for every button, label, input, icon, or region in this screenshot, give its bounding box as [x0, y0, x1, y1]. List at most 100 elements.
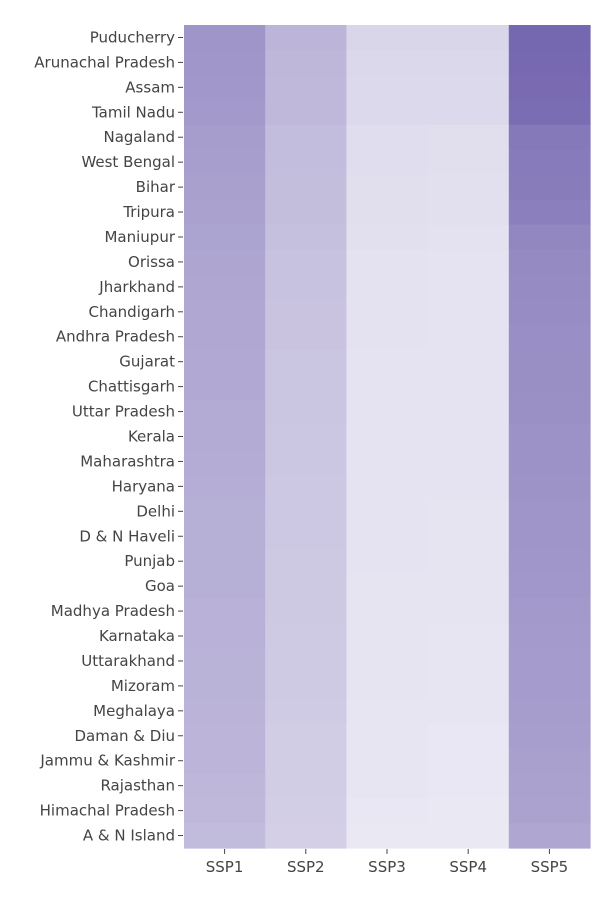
heatmap-cell — [184, 648, 266, 675]
heatmap-cell — [265, 124, 347, 151]
y-tick-label: Nagaland — [103, 128, 175, 146]
x-tick-label: SSP2 — [287, 858, 325, 876]
y-tick-label: Uttarakhand — [81, 652, 175, 670]
heatmap-cell — [508, 149, 591, 176]
heatmap-cell — [265, 648, 347, 675]
heatmap-cell — [265, 249, 347, 275]
y-tick-label: Tamil Nadu — [91, 103, 175, 121]
heatmap-cell — [508, 698, 591, 724]
heatmap-cell — [427, 598, 510, 625]
heatmap-cell — [427, 299, 510, 325]
heatmap-cell — [508, 399, 591, 425]
y-tick-label: D & N Haveli — [79, 527, 175, 545]
heatmap-cell — [265, 399, 347, 425]
heatmap-cell — [427, 448, 510, 475]
heatmap-cell — [184, 573, 266, 600]
heatmap-cell — [265, 448, 347, 475]
heatmap-cell — [346, 498, 429, 525]
heatmap-cell — [184, 74, 266, 101]
heatmap-cell — [184, 623, 266, 650]
heatmap-cell — [346, 299, 429, 325]
x-tick-label: SSP1 — [206, 858, 244, 876]
heatmap-cell — [346, 698, 429, 724]
y-tick-label: Madhya Pradesh — [51, 602, 175, 620]
heatmap-cell — [427, 124, 510, 151]
heatmap-cell — [184, 199, 266, 226]
heatmap-cell — [508, 324, 591, 350]
heatmap-cell — [265, 498, 347, 525]
heatmap-cell — [184, 349, 266, 375]
y-tick-label: Daman & Diu — [74, 727, 175, 745]
heatmap-cell — [508, 25, 591, 51]
heatmap-cell — [427, 399, 510, 425]
heatmap-cell — [184, 374, 266, 400]
heatmap-cell — [265, 773, 347, 799]
heatmap-cell — [265, 199, 347, 226]
heatmap-cell — [427, 74, 510, 101]
heatmap-cell — [346, 773, 429, 799]
heatmap-cell — [265, 149, 347, 176]
heatmap-cell — [508, 798, 591, 824]
y-tick-label: Karnataka — [99, 627, 175, 645]
heatmap-cell — [184, 823, 266, 849]
heatmap-cell — [346, 99, 429, 126]
heatmap-cell — [508, 224, 591, 251]
heatmap-cell — [427, 723, 510, 749]
heatmap-cell — [265, 473, 347, 500]
heatmap-cell — [265, 673, 347, 699]
heatmap-cell — [184, 673, 266, 699]
y-tick-label: Maharashtra — [80, 452, 175, 470]
heatmap-cell — [508, 773, 591, 799]
heatmap-cell — [508, 199, 591, 226]
heatmap-cell — [265, 99, 347, 126]
heatmap-cell — [346, 473, 429, 500]
y-tick-label: Haryana — [112, 477, 175, 495]
y-tick-label: Delhi — [136, 502, 175, 520]
heatmap-cell — [508, 598, 591, 625]
heatmap-cell — [265, 798, 347, 824]
heatmap-cell — [508, 424, 591, 450]
y-tick-label: Arunachal Pradesh — [34, 53, 175, 71]
y-tick-label: Orissa — [128, 253, 175, 271]
heatmap-cell — [346, 324, 429, 350]
heatmap-cell — [427, 349, 510, 375]
heatmap-cell — [346, 573, 429, 600]
heatmap-cell — [508, 748, 591, 774]
heatmap-cell — [184, 523, 266, 550]
heatmap-cell — [427, 25, 510, 51]
heatmap-cell — [184, 149, 266, 176]
heatmap-cell — [346, 399, 429, 425]
heatmap-cell — [508, 473, 591, 500]
x-tick-label: SSP4 — [449, 858, 487, 876]
heatmap-cell — [346, 25, 429, 51]
heatmap-cell — [184, 448, 266, 475]
y-tick-label: Rajasthan — [100, 777, 175, 795]
y-tick-label: Bihar — [136, 178, 176, 196]
y-tick-label: Mizoram — [111, 677, 175, 695]
heatmap-cell — [265, 349, 347, 375]
heatmap-cell — [265, 25, 347, 51]
heatmap-cell — [427, 523, 510, 550]
heatmap-cell — [427, 199, 510, 226]
heatmap-cell — [346, 74, 429, 101]
heatmap-cell — [184, 548, 266, 575]
heatmap-cell — [508, 299, 591, 325]
heatmap-cell — [427, 149, 510, 176]
heatmap-cell — [346, 798, 429, 824]
y-tick-label: Tripura — [122, 203, 175, 221]
y-axis: Puducherry Arunachal Pradesh Assam Tamil Na… — [34, 28, 183, 845]
heatmap-cell — [427, 249, 510, 275]
heatmap-cell — [508, 249, 591, 275]
heatmap-cell — [508, 823, 591, 849]
heatmap-cell — [508, 349, 591, 375]
heatmap-cell — [346, 249, 429, 275]
heatmap-cell — [346, 523, 429, 550]
y-tick-label: Chattisgarh — [88, 378, 175, 396]
heatmap-cells — [184, 25, 591, 849]
heatmap-cell — [265, 274, 347, 300]
heatmap-cell — [346, 349, 429, 375]
heatmap-cell — [184, 174, 266, 201]
heatmap-cell — [508, 623, 591, 650]
heatmap-cell — [265, 623, 347, 650]
heatmap-cell — [427, 99, 510, 126]
